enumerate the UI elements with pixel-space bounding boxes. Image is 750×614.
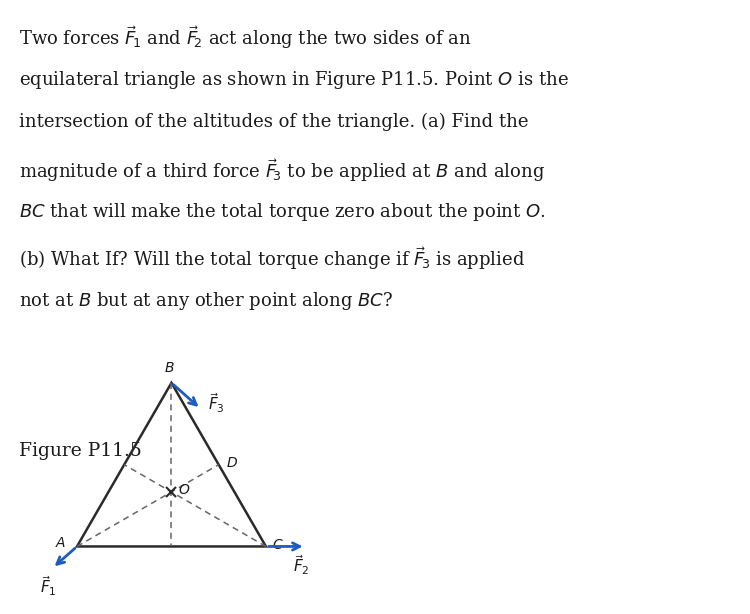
Text: equilateral triangle as shown in Figure P11.5. Point $O$ is the: equilateral triangle as shown in Figure … — [19, 69, 568, 91]
Text: $A$: $A$ — [56, 535, 67, 550]
Text: Two forces $\vec{F}\!{}_1$ and $\vec{F}\!{}_2$ act along the two sides of an: Two forces $\vec{F}\!{}_1$ and $\vec{F}\… — [19, 25, 471, 52]
Text: $BC$ that will make the total torque zero about the point $O$.: $BC$ that will make the total torque zer… — [19, 201, 545, 223]
Text: Figure P11.5: Figure P11.5 — [19, 442, 142, 460]
Text: $C$: $C$ — [272, 538, 284, 551]
Text: $\vec{F}_1$: $\vec{F}_1$ — [40, 574, 57, 597]
Text: $\vec{F}_3$: $\vec{F}_3$ — [209, 392, 225, 415]
Text: $\vec{F}_2$: $\vec{F}_2$ — [293, 553, 310, 577]
Text: magnitude of a third force $\vec{F}\!{}_3$ to be applied at $B$ and along: magnitude of a third force $\vec{F}\!{}_… — [19, 157, 544, 184]
Text: (b) What If? Will the total torque change if $\vec{F}\!{}_3$ is applied: (b) What If? Will the total torque chang… — [19, 246, 525, 273]
Text: not at $B$ but at any other point along $BC$?: not at $B$ but at any other point along … — [19, 290, 393, 312]
Text: $O$: $O$ — [178, 483, 190, 497]
Text: $D$: $D$ — [226, 456, 238, 470]
Text: $B$: $B$ — [164, 361, 175, 375]
Text: intersection of the altitudes of the triangle. (a) Find the: intersection of the altitudes of the tri… — [19, 113, 528, 131]
